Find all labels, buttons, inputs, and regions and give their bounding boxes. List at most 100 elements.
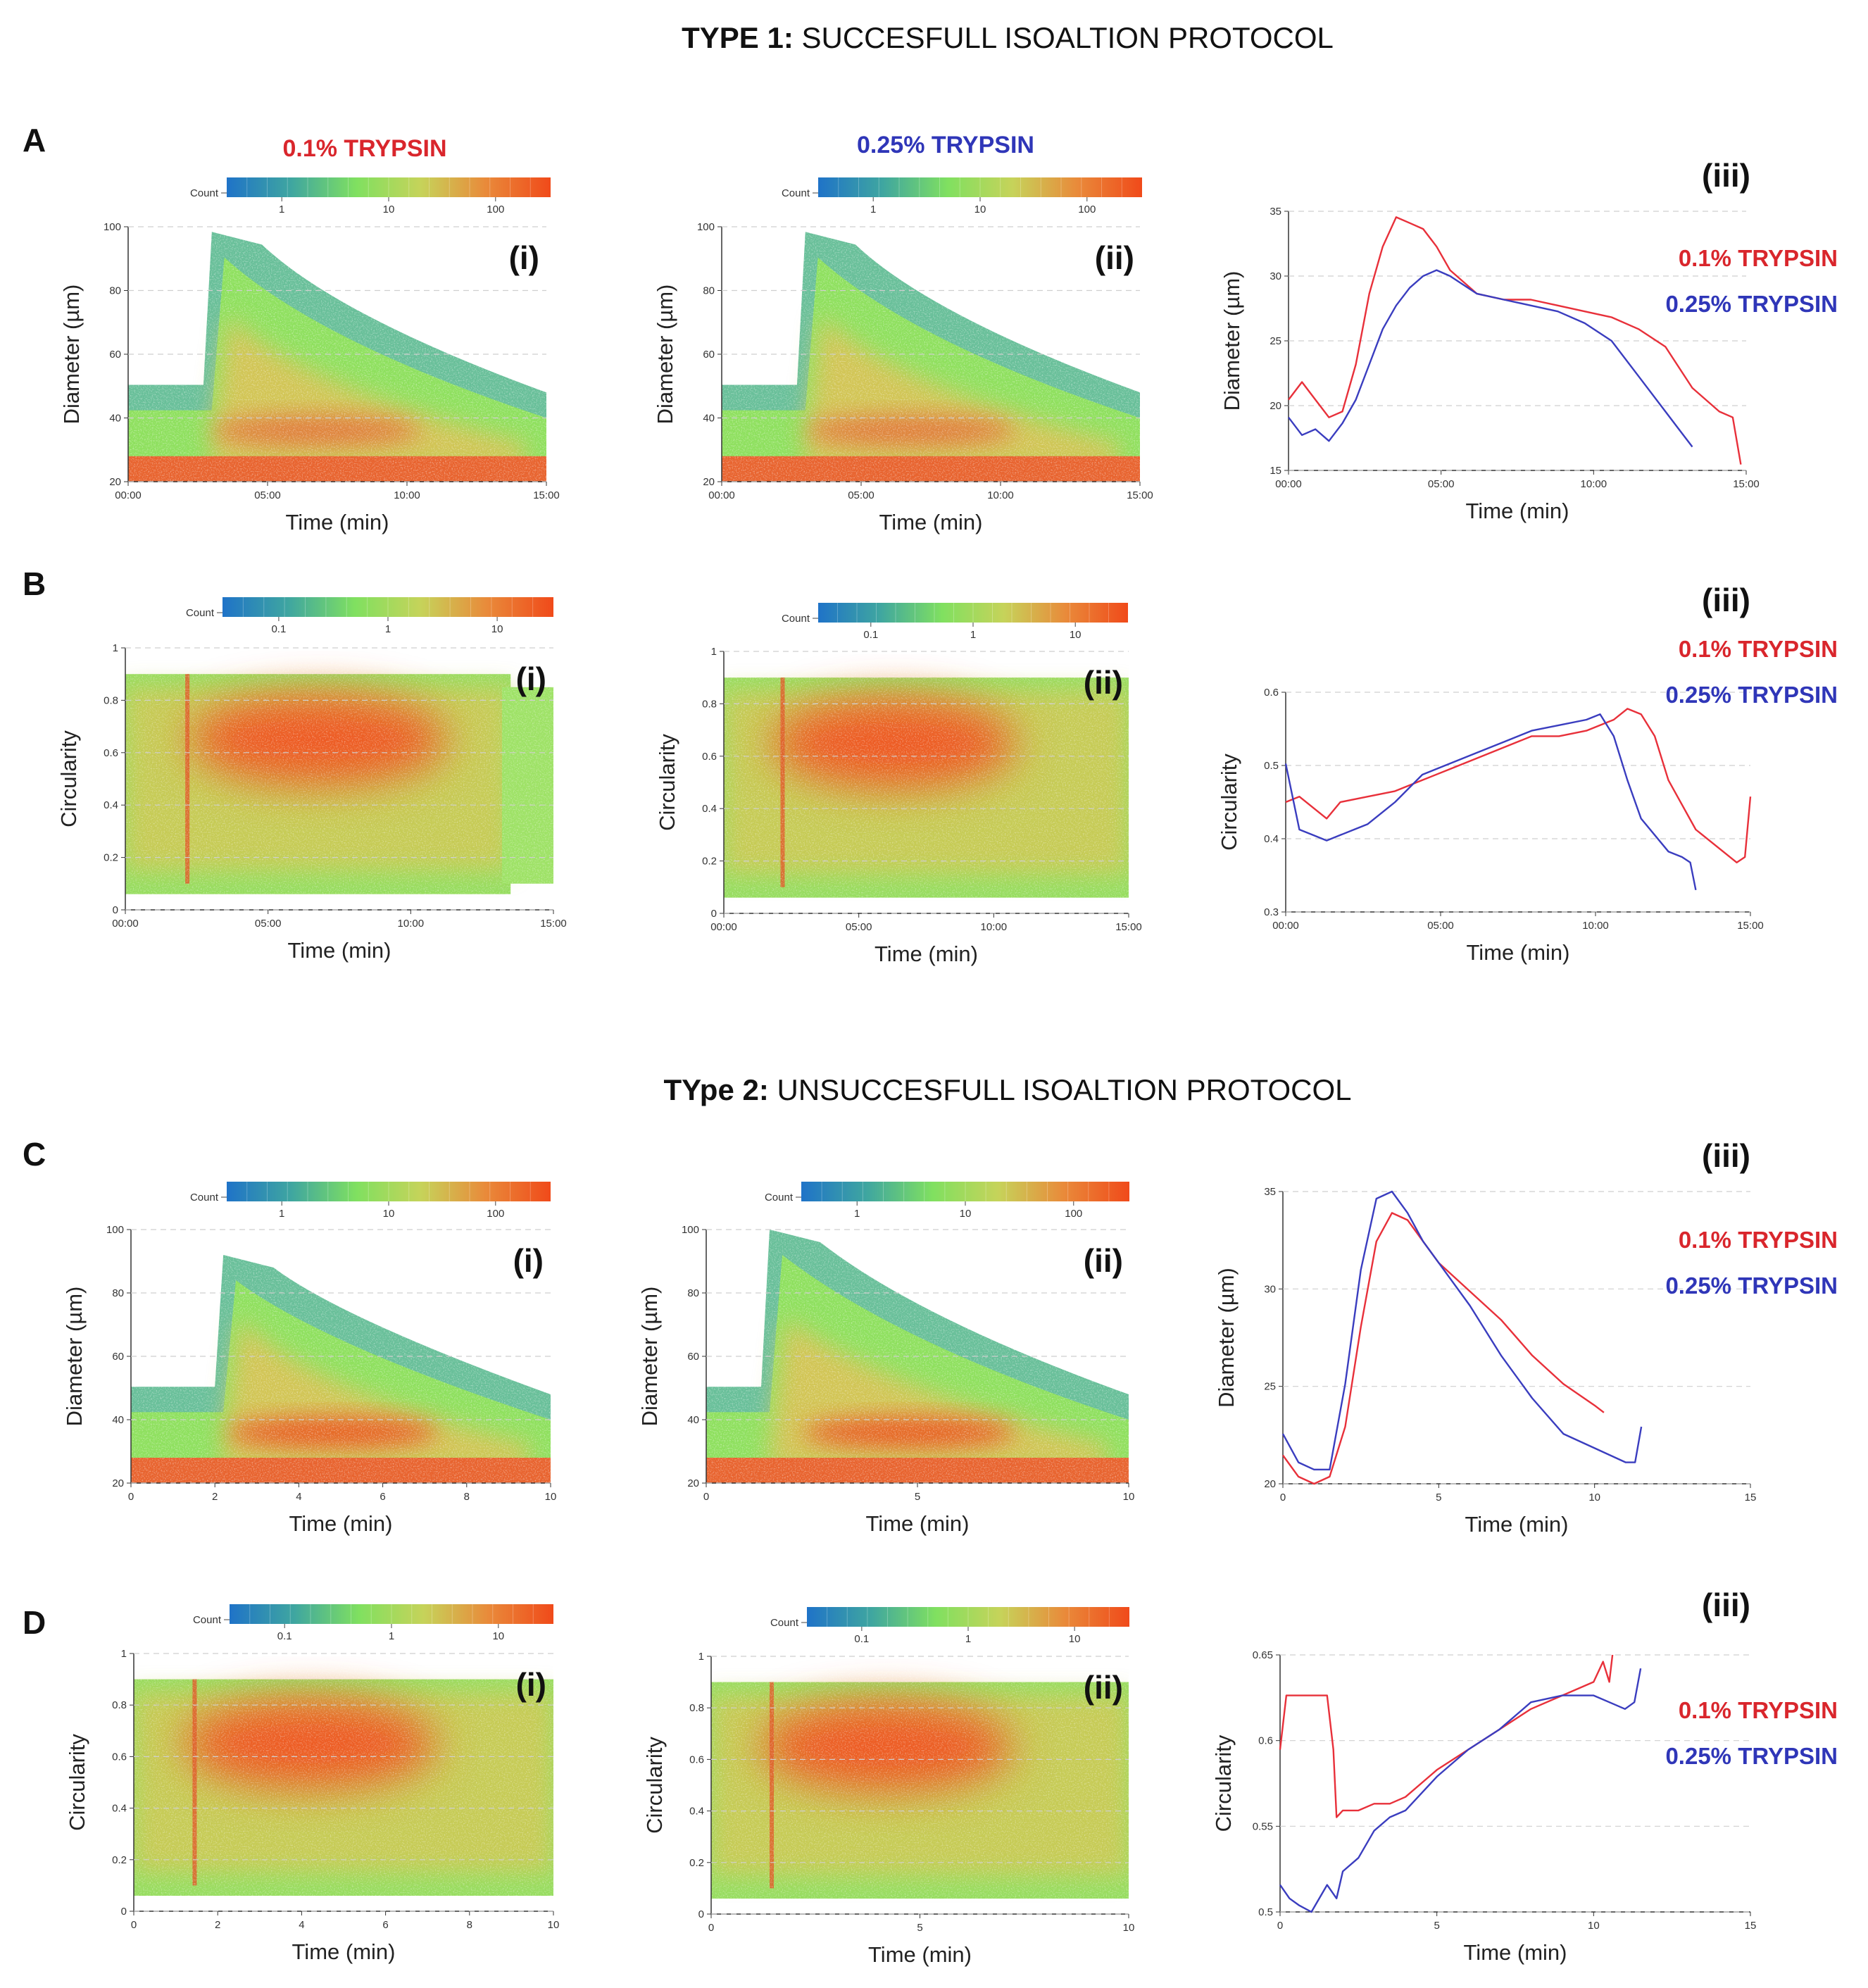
rowd-i-ytick-label: 1 — [121, 1648, 127, 1660]
rowa-i-colorbar-label: Count — [190, 187, 219, 199]
rowb-ii-xtick-label: 10:00 — [981, 921, 1008, 933]
rowa-i-ytick-label: 40 — [109, 413, 121, 425]
rowc-i-xtick-label: 2 — [212, 1491, 218, 1503]
rowd-i-ylabel: Circularity — [65, 1734, 89, 1831]
rowc-i-xtick-label: 10 — [545, 1491, 557, 1503]
rowc-ii-ytick-label: 20 — [687, 1477, 699, 1489]
rowa-iii-xlabel: Time (min) — [1466, 499, 1569, 523]
rowa-iii-ytick-label: 25 — [1270, 335, 1281, 347]
rowa-i-ytick-label: 100 — [104, 221, 121, 233]
rowa-ii-ytick-label: 60 — [703, 349, 715, 361]
rowb-i-ytick-label: 0.4 — [104, 799, 118, 811]
rowd-iii-ytick-label: 0.65 — [1253, 1649, 1273, 1661]
rowd-i-colorbar-tick-label: 0.1 — [277, 1630, 292, 1642]
rowb-i-ytick-label: 1 — [113, 642, 118, 654]
row-letter-c: C — [23, 1136, 46, 1173]
title2-bold: TYpe 2: — [663, 1073, 768, 1106]
rowa-i-ytick-label: 20 — [109, 476, 121, 488]
rowb-ii-xtick-label: 00:00 — [710, 921, 737, 933]
rowb-iii-ytick-label: 0.4 — [1264, 833, 1279, 845]
rowb-i-ytick-label: 0 — [113, 904, 118, 916]
rowd-iii-ytick-label: 0.55 — [1253, 1820, 1273, 1832]
rowd-i-colorbar — [230, 1604, 553, 1624]
rowd-ii-colorbar-tick-label: 1 — [965, 1633, 971, 1645]
rowa-ii-colorbar-tick-label: 1 — [870, 204, 876, 215]
rowb-iii-ytick-label: 0.6 — [1264, 687, 1279, 699]
rowc-panel-iii: 35 30 25 20 0 5 10 15 Time (min) Diameter (µm) (ii… — [1214, 1137, 1838, 1537]
rowa-iii-ytick-label: 20 — [1270, 400, 1281, 412]
rowa-i-ytick-label: 60 — [109, 349, 121, 361]
rowb-i-ytick-label: 0.2 — [104, 852, 118, 864]
rowc-iii-xtick-label: 10 — [1588, 1492, 1600, 1503]
rowb-i-speckle — [125, 648, 553, 910]
rowa-legend-0-25-trypsin: 0.25% TRYPSIN — [1665, 291, 1838, 317]
rowd-ii-heatmap — [711, 1656, 1129, 1914]
rowa-ii-xtick-label: 15:00 — [1127, 489, 1153, 501]
rowc-i-ytick-label: 100 — [106, 1224, 124, 1236]
rowb-legend-0-1-trypsin: 0.1% TRYPSIN — [1679, 636, 1838, 662]
rowb-iii-xtick-label: 05:00 — [1427, 920, 1454, 932]
rowd-ii-colorbar-label: Count — [770, 1617, 799, 1629]
rowc-ii-colorbar-tick-label: 100 — [1065, 1208, 1082, 1220]
rowb-iii-series-red — [1285, 708, 1752, 863]
rowc-legend-0-1-trypsin: 0.1% TRYPSIN — [1679, 1227, 1838, 1253]
rowd-ii-ytick-label: 0.8 — [689, 1702, 704, 1714]
rowd-ii-xtick-label: 10 — [1123, 1922, 1135, 1934]
rowa-ii-xlabel: Time (min) — [879, 510, 983, 534]
rowb-panel-ii: 1 0.8 0.6 0.4 0.2 000:00 05:00 10:00 15:00 Time (… — [655, 603, 1142, 966]
rowb-ii-xtick-label: 05:00 — [846, 921, 872, 933]
rowb-i-ylabel: Circularity — [56, 730, 81, 827]
rowd-legend-0-25-trypsin: 0.25% TRYPSIN — [1665, 1743, 1838, 1769]
rowa-ii-panel-label: (ii) — [1095, 239, 1134, 276]
rowd-ii-xtick-label: 0 — [708, 1922, 714, 1934]
rowb-legend-0-25-trypsin: 0.25% TRYPSIN — [1665, 682, 1838, 708]
rowb-i-colorbar — [222, 597, 553, 617]
rowb-ii-ylabel: Circularity — [655, 734, 679, 831]
rowa-ii-xtick-label: 10:00 — [987, 489, 1014, 501]
rowa-ii-xtick-label: 00:00 — [708, 489, 735, 501]
rowd-iii-ytick-label: 0.5 — [1258, 1906, 1273, 1918]
rowc-i-colorbar-label: Count — [190, 1192, 219, 1204]
rowc-ii-ylabel: Diameter (µm) — [637, 1287, 662, 1427]
rowc-ii-xtick-label: 10 — [1123, 1491, 1135, 1503]
rowc-ii-heatmap — [706, 1230, 1129, 1483]
rowc-i-ytick-label: 20 — [112, 1477, 124, 1489]
rowc-i-colorbar — [227, 1182, 551, 1201]
row-letter-d: D — [23, 1604, 46, 1641]
rowc-i-xtick-label: 4 — [296, 1491, 301, 1503]
rowc-iii-ytick-label: 25 — [1264, 1381, 1276, 1393]
rowc-ii-ytick-label: 100 — [682, 1224, 699, 1236]
rowd-iii-panel-label: (iii) — [1702, 1587, 1750, 1623]
rowb-i-xtick-label: 15:00 — [540, 918, 567, 930]
rowa-i-ytick-label: 80 — [109, 285, 121, 297]
rowd-iii-xlabel: Time (min) — [1464, 1940, 1567, 1965]
row-letter-a: A — [23, 122, 46, 158]
rowb-iii-xtick-label: 00:00 — [1272, 920, 1299, 932]
rowa-iii-ylabel: Diameter (µm) — [1220, 271, 1244, 411]
rowd-i-heatmap — [134, 1653, 553, 1911]
rowb-panel-i: 1 0.8 0.6 0.4 0.2 0 00:00 05:00 10:00 15:00 Time (… — [56, 597, 567, 963]
rowd-ii-ytick-label: 1 — [698, 1651, 704, 1663]
rowb-ii-ytick-label: 0.8 — [702, 698, 717, 710]
rowb-i-xtick-label: 00:00 — [112, 918, 139, 930]
rowa-ii-ytick-label: 20 — [703, 476, 715, 488]
rowc-iii-xtick-label: 0 — [1280, 1492, 1286, 1503]
rowd-i-ytick-label: 0 — [121, 1906, 127, 1918]
rowa-iii-panel-label: (iii) — [1702, 157, 1750, 194]
rowc-ii-ytick-label: 80 — [687, 1287, 699, 1299]
rowa-i-colorbar-tick-label: 1 — [279, 204, 284, 215]
rowb-iii-xtick-label: 15:00 — [1737, 920, 1764, 932]
rowc-legend-0-25-trypsin: 0.25% TRYPSIN — [1665, 1273, 1838, 1299]
rowb-i-heatmap — [125, 648, 553, 910]
rowd-i-colorbar-label: Count — [193, 1614, 222, 1626]
rowb-i-colorbar-tick-label: 1 — [385, 623, 391, 635]
title1-bold: TYPE 1: — [682, 21, 794, 54]
rowc-ii-panel-label: (ii) — [1084, 1242, 1123, 1279]
rowd-iii-xtick-label: 5 — [1434, 1920, 1439, 1932]
rowd-i-speckle — [134, 1653, 553, 1911]
rowb-i-panel-label: (i) — [516, 661, 546, 697]
rowb-ii-colorbar-tick-label: 0.1 — [863, 629, 878, 641]
rowd-panel-iii: 0.65 0.6 0.55 0.5 0 5 10 15 Time (min) Circularit… — [1211, 1587, 1838, 1965]
